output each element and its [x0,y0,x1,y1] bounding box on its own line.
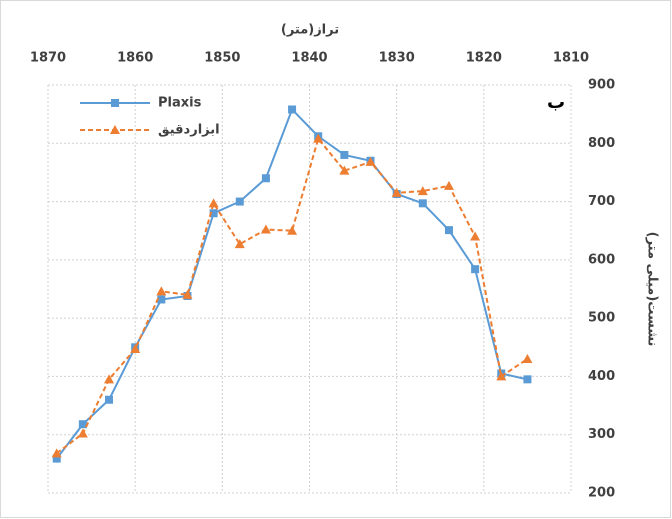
marker [443,180,454,190]
y-tick-label: 900 [588,78,615,93]
marker [182,289,193,299]
marker [235,197,244,206]
marker [339,165,350,175]
marker [208,198,219,208]
marker [156,286,167,296]
y-axis-label: نشست(میلی متر) [645,232,660,347]
marker [234,239,245,249]
marker [105,395,114,404]
marker [313,133,324,143]
y-tick-label: 700 [588,194,615,209]
legend-item: ابزاردقیق [80,123,220,138]
x-tick-label: 1850 [204,51,240,66]
marker [78,420,87,429]
marker [391,187,402,197]
legend-label: ابزاردقیق [158,123,220,138]
x-axis-label: تراز(متر) [281,23,339,38]
marker [417,186,428,196]
marker [496,371,507,381]
marker [288,105,297,114]
y-tick-label: 500 [588,311,615,326]
x-tick-label: 1820 [466,51,502,66]
x-tick-label: 1860 [117,51,153,66]
marker [260,224,271,234]
marker [52,454,61,463]
marker [110,125,120,134]
y-tick-label: 600 [588,252,615,267]
marker [111,99,119,107]
x-tick-label: 1870 [30,51,66,66]
y-tick-label: 200 [588,486,615,501]
marker [522,353,533,363]
marker [51,448,62,458]
x-tick-label: 1840 [291,51,327,66]
marker [340,150,349,159]
marker [261,174,270,183]
marker [130,344,141,354]
marker [157,295,166,304]
x-tick-label: 1830 [379,51,415,66]
y-tick-label: 800 [588,136,615,151]
marker [471,265,480,274]
marker [209,209,218,218]
marker [287,225,298,235]
annotation: ب [547,92,565,113]
x-tick-label: 1810 [553,51,589,66]
legend-item: Plaxis [80,96,202,111]
marker [77,428,88,438]
marker [523,375,532,384]
marker [444,226,453,235]
marker [365,156,376,166]
y-tick-label: 400 [588,369,615,384]
legend-label: Plaxis [158,96,202,111]
y-tick-label: 300 [588,427,615,442]
marker [418,199,427,208]
marker [104,374,115,384]
marker [470,231,481,241]
